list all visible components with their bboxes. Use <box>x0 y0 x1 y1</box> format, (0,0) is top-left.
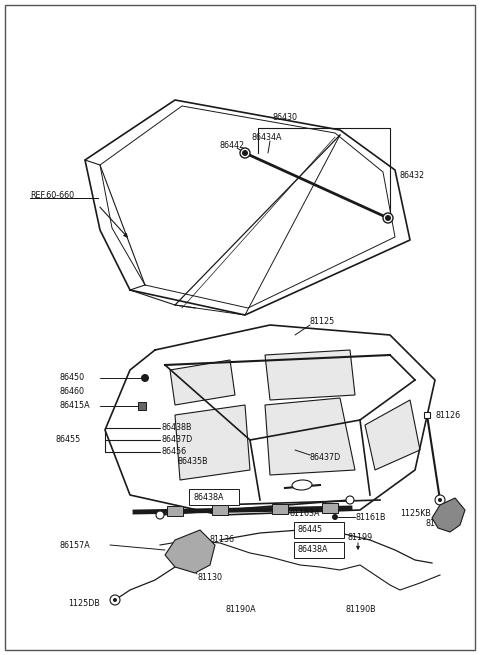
Text: 86456: 86456 <box>162 447 187 457</box>
Text: 1125DB: 1125DB <box>68 599 100 607</box>
Text: 86437D: 86437D <box>310 453 341 462</box>
Polygon shape <box>265 350 355 400</box>
Text: 86442: 86442 <box>220 141 245 149</box>
Polygon shape <box>170 360 235 405</box>
Text: 86157A: 86157A <box>60 540 91 550</box>
Bar <box>212 505 228 515</box>
Circle shape <box>383 213 393 223</box>
Text: 81180: 81180 <box>425 519 450 527</box>
Text: 81163A: 81163A <box>290 508 321 517</box>
Circle shape <box>113 598 117 602</box>
Circle shape <box>438 498 442 502</box>
Ellipse shape <box>292 480 312 490</box>
Text: 86432: 86432 <box>400 170 425 179</box>
Text: 81136: 81136 <box>210 536 235 544</box>
Circle shape <box>156 511 164 519</box>
Text: REF.60-660: REF.60-660 <box>30 191 74 200</box>
Polygon shape <box>365 400 420 470</box>
Text: 86438A: 86438A <box>193 493 224 502</box>
Text: 81190A: 81190A <box>225 605 256 614</box>
Polygon shape <box>165 530 215 573</box>
Text: 81190B: 81190B <box>345 605 376 614</box>
Text: 86438A: 86438A <box>298 546 328 555</box>
Text: 86437D: 86437D <box>162 436 193 445</box>
Polygon shape <box>432 498 465 532</box>
Text: 86434A: 86434A <box>252 134 283 143</box>
FancyBboxPatch shape <box>189 489 239 505</box>
Circle shape <box>141 374 149 382</box>
Bar <box>167 506 183 516</box>
Circle shape <box>242 150 248 156</box>
Circle shape <box>346 496 354 504</box>
Bar <box>322 503 338 513</box>
Text: 81161B: 81161B <box>355 512 385 521</box>
Text: 86445: 86445 <box>298 525 323 534</box>
Text: 86430: 86430 <box>273 113 298 122</box>
Text: 86455: 86455 <box>55 436 80 445</box>
Text: 81125: 81125 <box>310 318 335 326</box>
Text: 86415A: 86415A <box>60 402 91 411</box>
FancyBboxPatch shape <box>294 522 344 538</box>
Text: 81199: 81199 <box>348 533 373 542</box>
Circle shape <box>110 595 120 605</box>
Circle shape <box>385 215 391 221</box>
Circle shape <box>240 148 250 158</box>
Text: 86460: 86460 <box>60 388 85 396</box>
Polygon shape <box>175 405 250 480</box>
Text: 1125KB: 1125KB <box>400 508 431 517</box>
FancyBboxPatch shape <box>294 542 344 558</box>
Text: 81130: 81130 <box>198 572 223 582</box>
Bar <box>272 504 288 514</box>
Circle shape <box>332 514 338 520</box>
Text: 86438B: 86438B <box>162 424 192 432</box>
Text: 81126: 81126 <box>435 411 460 419</box>
Bar <box>138 402 146 410</box>
Text: 86435B: 86435B <box>178 457 209 466</box>
Text: 86450: 86450 <box>60 373 85 383</box>
Circle shape <box>435 495 445 505</box>
Polygon shape <box>265 398 355 475</box>
